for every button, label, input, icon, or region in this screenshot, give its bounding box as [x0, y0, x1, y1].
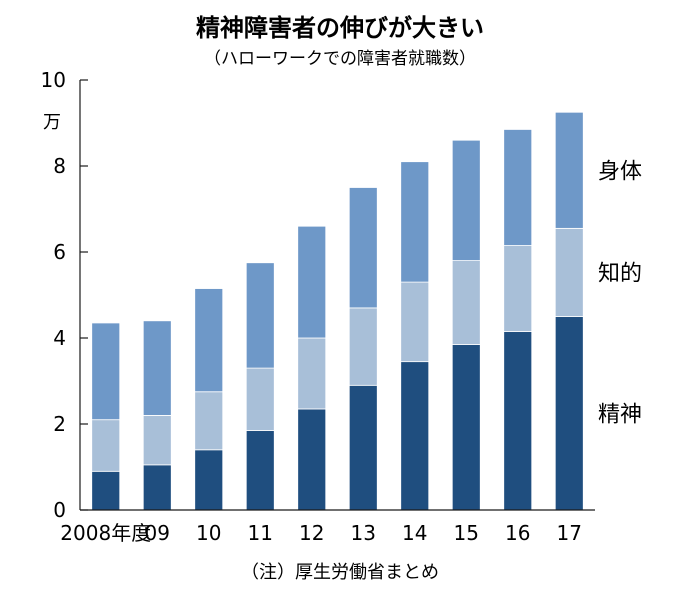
bar-segment-知的	[297, 337, 327, 410]
x-tick-label: 12	[299, 521, 324, 545]
bar-segment-身体	[142, 320, 172, 416]
bar-segment-身体	[400, 161, 430, 283]
bar-segment-精神	[554, 316, 584, 511]
bar-segment-知的	[503, 245, 533, 332]
bar-segment-身体	[194, 288, 224, 393]
bar-segment-精神	[142, 464, 172, 511]
y-tick-label: 10	[41, 68, 66, 92]
legend-label-精神: 精神	[598, 402, 642, 427]
bar-group	[91, 111, 584, 511]
source-note: （注）厚生労働省まとめ	[241, 562, 439, 583]
x-tick-label: 11	[248, 521, 273, 545]
x-tick-label: 13	[351, 521, 376, 545]
bar-segment-精神	[245, 430, 275, 511]
bar-segment-精神	[400, 361, 430, 511]
y-axis: 0 2 4 6 8 10	[41, 68, 88, 522]
y-tick-label: 8	[53, 154, 66, 178]
bar-segment-知的	[554, 227, 584, 317]
legend-label-知的: 知的	[598, 261, 642, 286]
bar-segment-精神	[194, 449, 224, 511]
x-tick-label: 2008年度	[60, 521, 151, 545]
chart-title: 精神障害者の伸びが大きい	[196, 14, 484, 42]
bar-segment-身体	[91, 322, 121, 421]
x-tick-label: 17	[557, 521, 582, 545]
bar-segment-知的	[142, 414, 172, 466]
bar-segment-知的	[348, 307, 378, 386]
bar-segment-精神	[503, 331, 533, 511]
x-tick-label: 10	[196, 521, 221, 545]
x-tick-label: 09	[145, 521, 170, 545]
bar-segment-知的	[400, 281, 430, 363]
y-tick-label: 2	[53, 412, 66, 436]
bar-segment-知的	[451, 260, 481, 345]
bar-segment-身体	[297, 225, 327, 339]
bar-segment-身体	[503, 129, 533, 246]
bar-segment-知的	[91, 419, 121, 472]
bar-segment-精神	[297, 408, 327, 511]
x-tick-label: 16	[505, 521, 530, 545]
x-tick-label: 15	[454, 521, 479, 545]
bar-segment-知的	[245, 367, 275, 431]
x-tick-label: 14	[402, 521, 427, 545]
chart-subtitle: （ハローワークでの障害者就職数）	[204, 49, 476, 69]
y-unit-label: 万	[43, 112, 61, 133]
bar-segment-精神	[451, 344, 481, 511]
bar-segment-知的	[194, 391, 224, 451]
y-tick-label: 6	[53, 240, 66, 264]
bar-segment-身体	[554, 111, 584, 229]
bar-segment-精神	[91, 470, 121, 511]
y-tick-label: 4	[53, 326, 66, 350]
bar-segment-精神	[348, 384, 378, 511]
bar-segment-身体	[451, 139, 481, 261]
bar-segment-身体	[245, 262, 275, 369]
bar-segment-身体	[348, 187, 378, 309]
y-tick-label: 0	[53, 498, 66, 522]
legend-label-身体: 身体	[598, 159, 642, 184]
